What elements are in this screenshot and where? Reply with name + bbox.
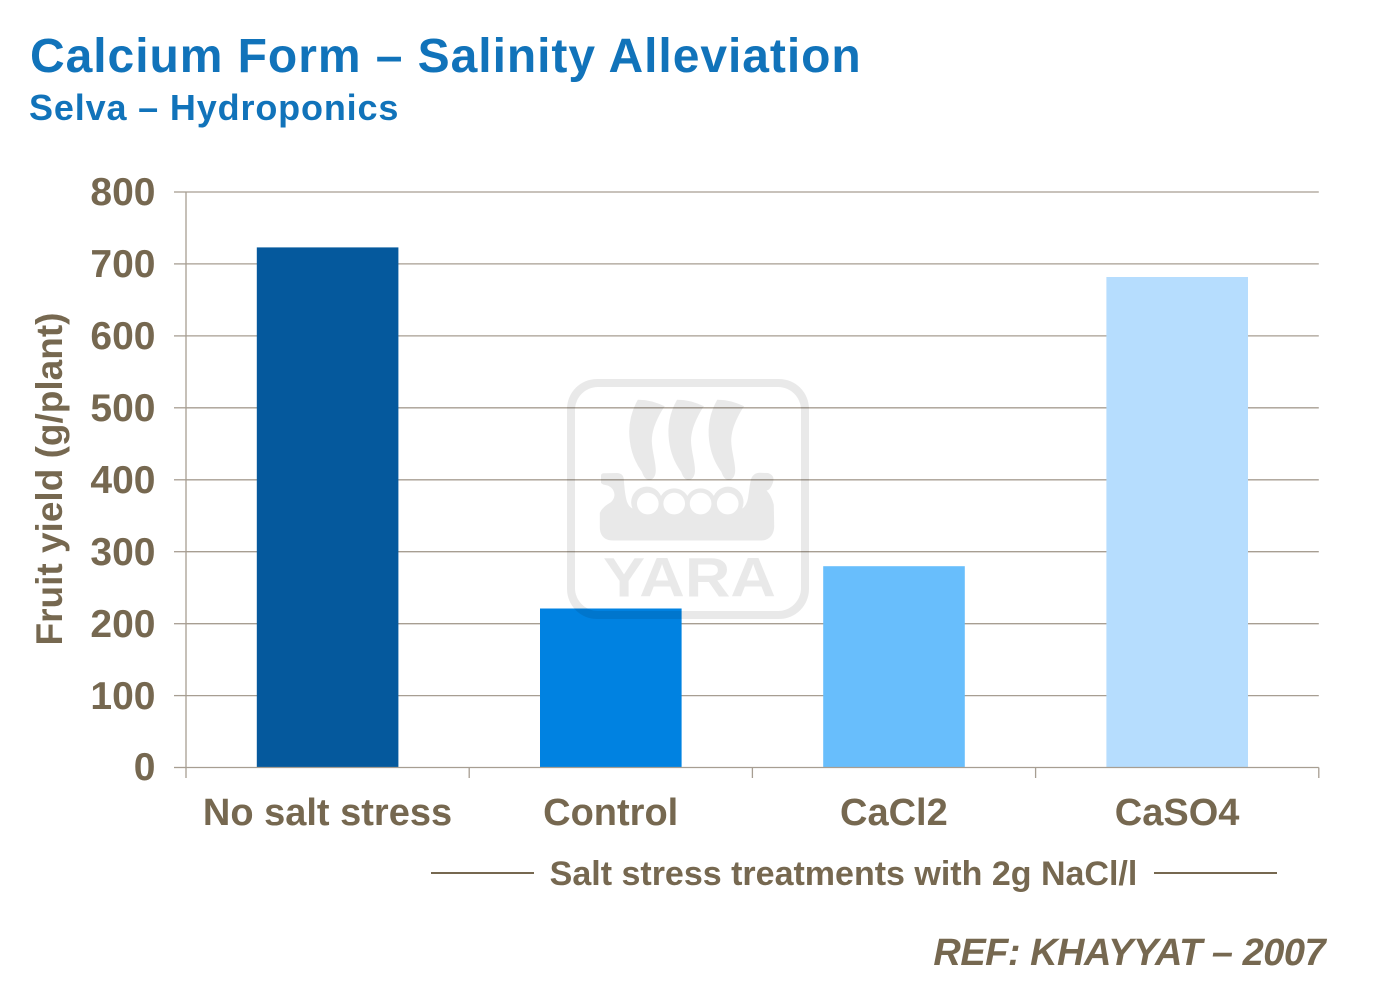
svg-text:YARA: YARA bbox=[603, 545, 776, 608]
